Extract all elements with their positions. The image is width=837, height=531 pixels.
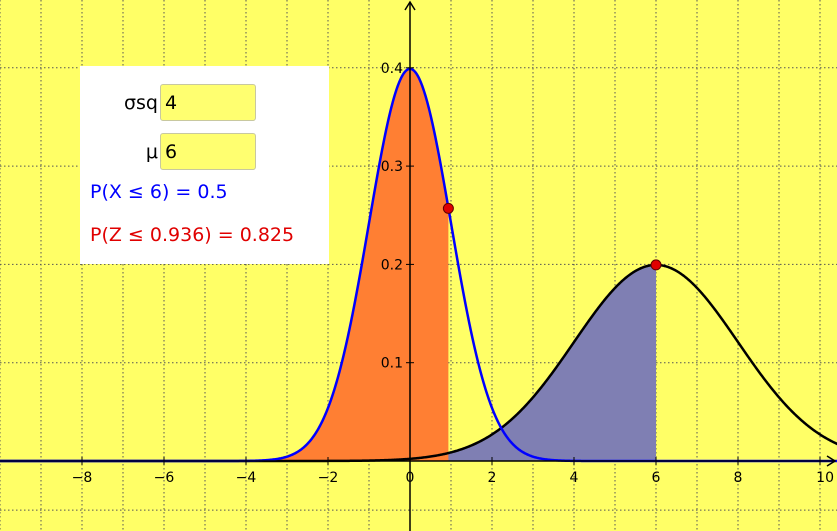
x-tick-label: 0 xyxy=(406,470,415,486)
x-tick-label: 10 xyxy=(816,470,834,486)
x-tick-label: 8 xyxy=(734,470,743,486)
x-tick-label: −2 xyxy=(318,470,339,486)
x-tick-label: 2 xyxy=(488,470,497,486)
x-tick-label: 4 xyxy=(570,470,579,486)
x-tick-label: 6 xyxy=(652,470,661,486)
y-axis-arrow xyxy=(404,0,416,11)
mu-input[interactable] xyxy=(160,133,256,170)
x-tick-label: −6 xyxy=(154,470,175,486)
standard-normal-point[interactable] xyxy=(442,202,454,214)
tick-labels: −8 −6 −4 −2 0 2 4 6 8 10 0.1 0.2 0.3 0.4 xyxy=(72,61,834,486)
sigma-sq-input[interactable] xyxy=(160,84,256,121)
points[interactable] xyxy=(442,202,662,271)
control-panel: σsq μ P(X ≤ 6) = 0.5 P(Z ≤ 0.936) = 0.82… xyxy=(80,66,329,264)
y-tick-label: 0.1 xyxy=(381,356,403,372)
sigma-sq-label: σsq xyxy=(123,91,158,114)
general-normal-point[interactable] xyxy=(650,259,662,271)
y-tick-label: 0.4 xyxy=(381,61,403,77)
p-z-text: P(Z ≤ 0.936) = 0.825 xyxy=(90,224,295,246)
x-tick-label: −4 xyxy=(236,470,257,486)
x-axis-arrow xyxy=(826,455,837,467)
general-normal-shaded-area xyxy=(0,264,656,461)
p-x-text: P(X ≤ 6) = 0.5 xyxy=(90,181,228,203)
x-tick-label: −8 xyxy=(72,470,93,486)
standard-normal-shaded-area xyxy=(0,68,449,461)
y-tick-label: 0.2 xyxy=(381,257,403,273)
y-tick-label: 0.3 xyxy=(381,159,403,175)
mu-label: μ xyxy=(145,140,158,163)
